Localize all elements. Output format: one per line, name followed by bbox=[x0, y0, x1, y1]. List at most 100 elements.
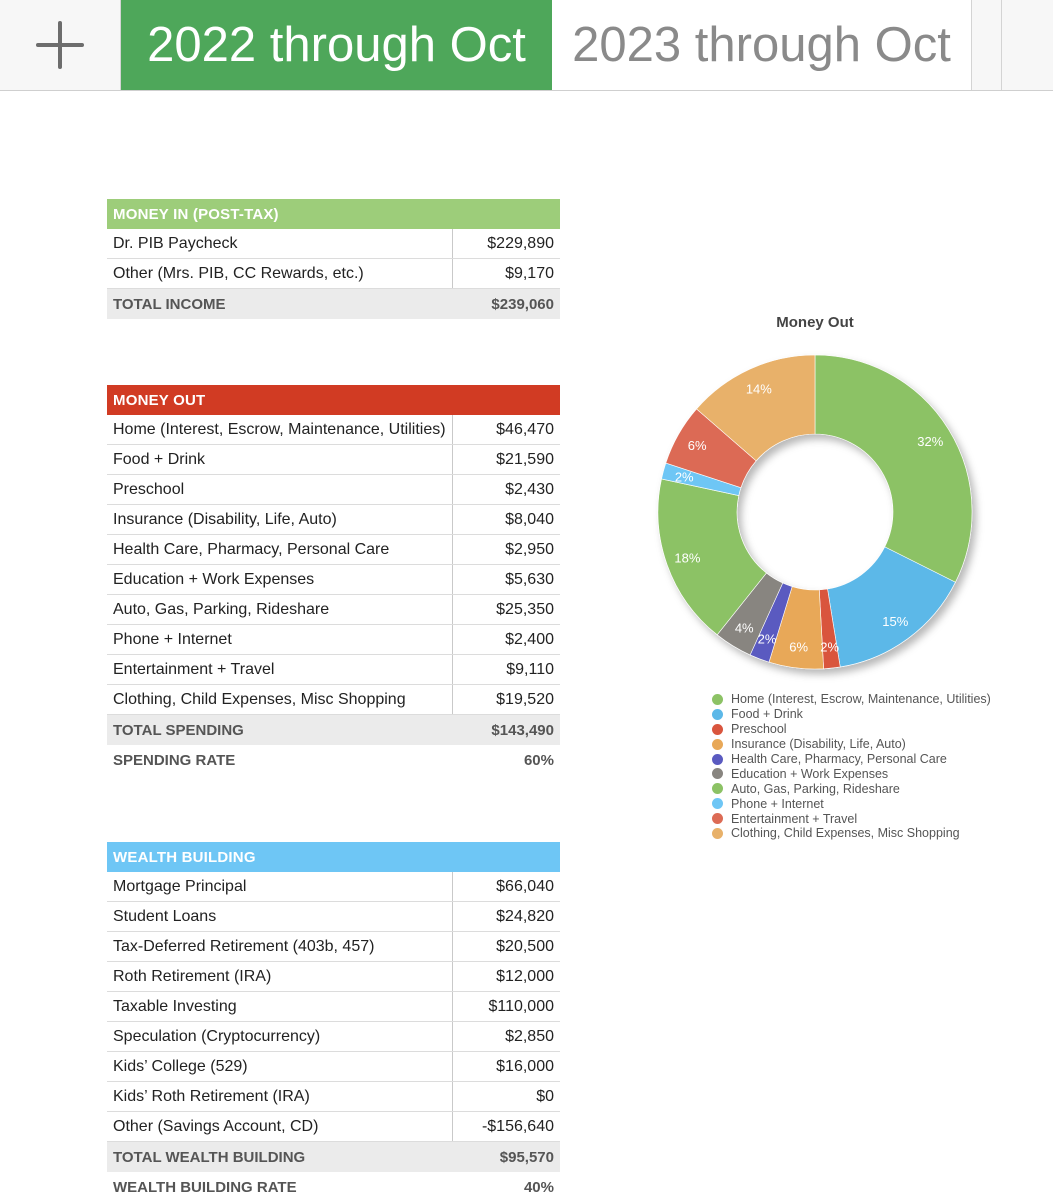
row-label-cell[interactable]: Kids’ College (529) bbox=[107, 1052, 453, 1081]
table-row[interactable]: Other (Mrs. PIB, CC Rewards, etc.) $9,170 bbox=[107, 259, 560, 289]
table-row[interactable]: Tax-Deferred Retirement (403b, 457) $20,5… bbox=[107, 932, 560, 962]
legend-item: Entertainment + Travel bbox=[712, 811, 991, 826]
row-label-cell[interactable]: Preschool bbox=[107, 475, 453, 504]
table-row[interactable]: Home (Interest, Escrow, Maintenance, Uti… bbox=[107, 415, 560, 445]
table-row[interactable]: Auto, Gas, Parking, Rideshare $25,350 bbox=[107, 595, 560, 625]
legend-label: Education + Work Expenses bbox=[731, 766, 889, 781]
row-value-cell[interactable]: $8,040 bbox=[505, 510, 554, 528]
row-value-cell[interactable]: $24,820 bbox=[496, 907, 554, 925]
money-out-header[interactable]: MONEY OUT bbox=[107, 385, 560, 415]
donut-slice[interactable] bbox=[657, 478, 767, 636]
row-label-cell[interactable]: Other (Savings Account, CD) bbox=[107, 1112, 453, 1141]
row-label-cell[interactable]: Phone + Internet bbox=[107, 625, 453, 654]
slice-percent-label: 14% bbox=[746, 382, 772, 397]
legend-item: Preschool bbox=[712, 722, 991, 737]
tab-2023[interactable]: 2023 through Oct bbox=[552, 0, 972, 90]
row-label-cell[interactable]: Clothing, Child Expenses, Misc Shopping bbox=[107, 685, 453, 714]
row-label-cell[interactable]: Home (Interest, Escrow, Maintenance, Uti… bbox=[107, 415, 453, 444]
row-label-cell[interactable]: Roth Retirement (IRA) bbox=[107, 962, 453, 991]
row-value-cell[interactable]: $2,850 bbox=[505, 1027, 554, 1045]
tab-2022[interactable]: 2022 through Oct bbox=[121, 0, 552, 90]
row-value-cell[interactable]: $0 bbox=[536, 1087, 554, 1105]
table-row[interactable]: Health Care, Pharmacy, Personal Care $2,9… bbox=[107, 535, 560, 565]
row-label-cell[interactable]: Entertainment + Travel bbox=[107, 655, 453, 684]
row-label-cell[interactable]: Food + Drink bbox=[107, 445, 453, 474]
money-in-rows: Dr. PIB Paycheck $229,890 Other (Mrs. PIB,… bbox=[107, 229, 560, 289]
table-row[interactable]: Roth Retirement (IRA) $12,000 bbox=[107, 962, 560, 992]
row-label-cell[interactable]: Education + Work Expenses bbox=[107, 565, 453, 594]
row-value-cell[interactable]: $9,110 bbox=[506, 660, 554, 678]
table-row[interactable]: Taxable Investing $110,000 bbox=[107, 992, 560, 1022]
table-row[interactable]: Insurance (Disability, Life, Auto) $8,040 bbox=[107, 505, 560, 535]
total-income-value: $239,060 bbox=[491, 295, 554, 313]
table-row[interactable]: Other (Savings Account, CD) -$156,640 bbox=[107, 1112, 560, 1142]
row-value-cell[interactable]: $66,040 bbox=[496, 877, 554, 895]
slice-percent-label: 18% bbox=[674, 551, 700, 566]
table-row[interactable]: Education + Work Expenses $5,630 bbox=[107, 565, 560, 595]
row-label-cell[interactable]: Health Care, Pharmacy, Personal Care bbox=[107, 535, 453, 564]
row-value-cell[interactable]: $12,000 bbox=[496, 967, 554, 985]
wealth-building-header[interactable]: WEALTH BUILDING bbox=[107, 842, 560, 872]
row-label-cell[interactable]: Speculation (Cryptocurrency) bbox=[107, 1022, 453, 1051]
row-label-cell[interactable]: Dr. PIB Paycheck bbox=[107, 229, 453, 258]
row-value-cell[interactable]: $229,890 bbox=[487, 234, 554, 252]
row-label-cell[interactable]: Mortgage Principal bbox=[107, 872, 453, 901]
chart-legend: Home (Interest, Escrow, Maintenance, Uti… bbox=[712, 692, 991, 841]
sheet-tab-bar: 2022 through Oct 2023 through Oct bbox=[0, 0, 1053, 91]
row-value-cell[interactable]: $9,170 bbox=[505, 264, 554, 282]
table-row[interactable]: Mortgage Principal $66,040 bbox=[107, 872, 560, 902]
legend-swatch bbox=[712, 708, 723, 720]
table-row[interactable]: Food + Drink $21,590 bbox=[107, 445, 560, 475]
wealth-rate-row[interactable]: WEALTH BUILDING RATE 40% bbox=[107, 1172, 560, 1200]
row-label-cell[interactable]: Other (Mrs. PIB, CC Rewards, etc.) bbox=[107, 259, 453, 288]
row-value-cell[interactable]: $25,350 bbox=[496, 600, 554, 618]
chart-title: Money Out bbox=[776, 314, 854, 331]
total-wealth-row[interactable]: TOTAL WEALTH BUILDING $95,570 bbox=[107, 1142, 560, 1172]
tab-overflow[interactable] bbox=[972, 0, 1002, 90]
total-income-row[interactable]: TOTAL INCOME $239,060 bbox=[107, 289, 560, 319]
donut-slice[interactable] bbox=[814, 354, 973, 583]
row-value-cell[interactable]: $2,950 bbox=[505, 540, 554, 558]
legend-label: Health Care, Pharmacy, Personal Care bbox=[731, 752, 947, 766]
table-row[interactable]: Phone + Internet $2,400 bbox=[107, 625, 560, 655]
row-label-cell[interactable]: Taxable Investing bbox=[107, 992, 453, 1021]
slice-percent-label: 15% bbox=[882, 614, 908, 629]
row-value-cell[interactable]: $2,430 bbox=[505, 480, 554, 498]
money-out-donut-chart[interactable]: 32% 15% 2% 6% 2% 4% 18% 2% 6% 14% bbox=[600, 320, 1040, 690]
table-row[interactable]: Speculation (Cryptocurrency) $2,850 bbox=[107, 1022, 560, 1052]
slice-percent-label: 6% bbox=[688, 438, 707, 453]
row-value-cell[interactable]: $20,500 bbox=[496, 937, 554, 955]
spending-rate-row[interactable]: SPENDING RATE 60% bbox=[107, 745, 560, 775]
legend-label: Auto, Gas, Parking, Rideshare bbox=[731, 781, 900, 796]
row-label-cell[interactable]: Student Loans bbox=[107, 902, 453, 931]
table-row[interactable]: Student Loans $24,820 bbox=[107, 902, 560, 932]
legend-label: Food + Drink bbox=[731, 707, 803, 722]
money-in-header[interactable]: MONEY IN (POST-TAX) bbox=[107, 199, 560, 229]
row-value-cell[interactable]: $21,590 bbox=[496, 450, 554, 468]
row-value-cell[interactable]: $2,400 bbox=[505, 630, 554, 648]
row-value-cell[interactable]: -$156,640 bbox=[481, 1117, 554, 1135]
spending-rate-label: SPENDING RATE bbox=[113, 751, 236, 769]
donut-slice[interactable] bbox=[696, 354, 816, 462]
row-value-cell[interactable]: $16,000 bbox=[496, 1057, 554, 1075]
row-value-cell[interactable]: $110,000 bbox=[488, 997, 554, 1015]
table-row[interactable]: Kids’ College (529) $16,000 bbox=[107, 1052, 560, 1082]
table-row[interactable]: Dr. PIB Paycheck $229,890 bbox=[107, 229, 560, 259]
row-label-cell[interactable]: Tax-Deferred Retirement (403b, 457) bbox=[107, 932, 453, 961]
table-row[interactable]: Kids’ Roth Retirement (IRA) $0 bbox=[107, 1082, 560, 1112]
slice-percent-label: 4% bbox=[735, 621, 754, 636]
row-value-cell[interactable]: $19,520 bbox=[496, 690, 554, 708]
total-spending-row[interactable]: TOTAL SPENDING $143,490 bbox=[107, 715, 560, 745]
row-label-cell[interactable]: Insurance (Disability, Life, Auto) bbox=[107, 505, 453, 534]
table-row[interactable]: Preschool $2,430 bbox=[107, 475, 560, 505]
legend-label: Preschool bbox=[731, 722, 787, 737]
add-sheet-button[interactable] bbox=[0, 0, 121, 90]
row-value-cell[interactable]: $5,630 bbox=[505, 570, 554, 588]
row-label-cell[interactable]: Kids’ Roth Retirement (IRA) bbox=[107, 1082, 453, 1111]
table-row[interactable]: Entertainment + Travel $9,110 bbox=[107, 655, 560, 685]
row-value-cell[interactable]: $46,470 bbox=[496, 420, 554, 438]
total-wealth-label: TOTAL WEALTH BUILDING bbox=[113, 1148, 306, 1166]
legend-item: Insurance (Disability, Life, Auto) bbox=[712, 737, 991, 752]
row-label-cell[interactable]: Auto, Gas, Parking, Rideshare bbox=[107, 595, 453, 624]
table-row[interactable]: Clothing, Child Expenses, Misc Shopping $… bbox=[107, 685, 560, 715]
